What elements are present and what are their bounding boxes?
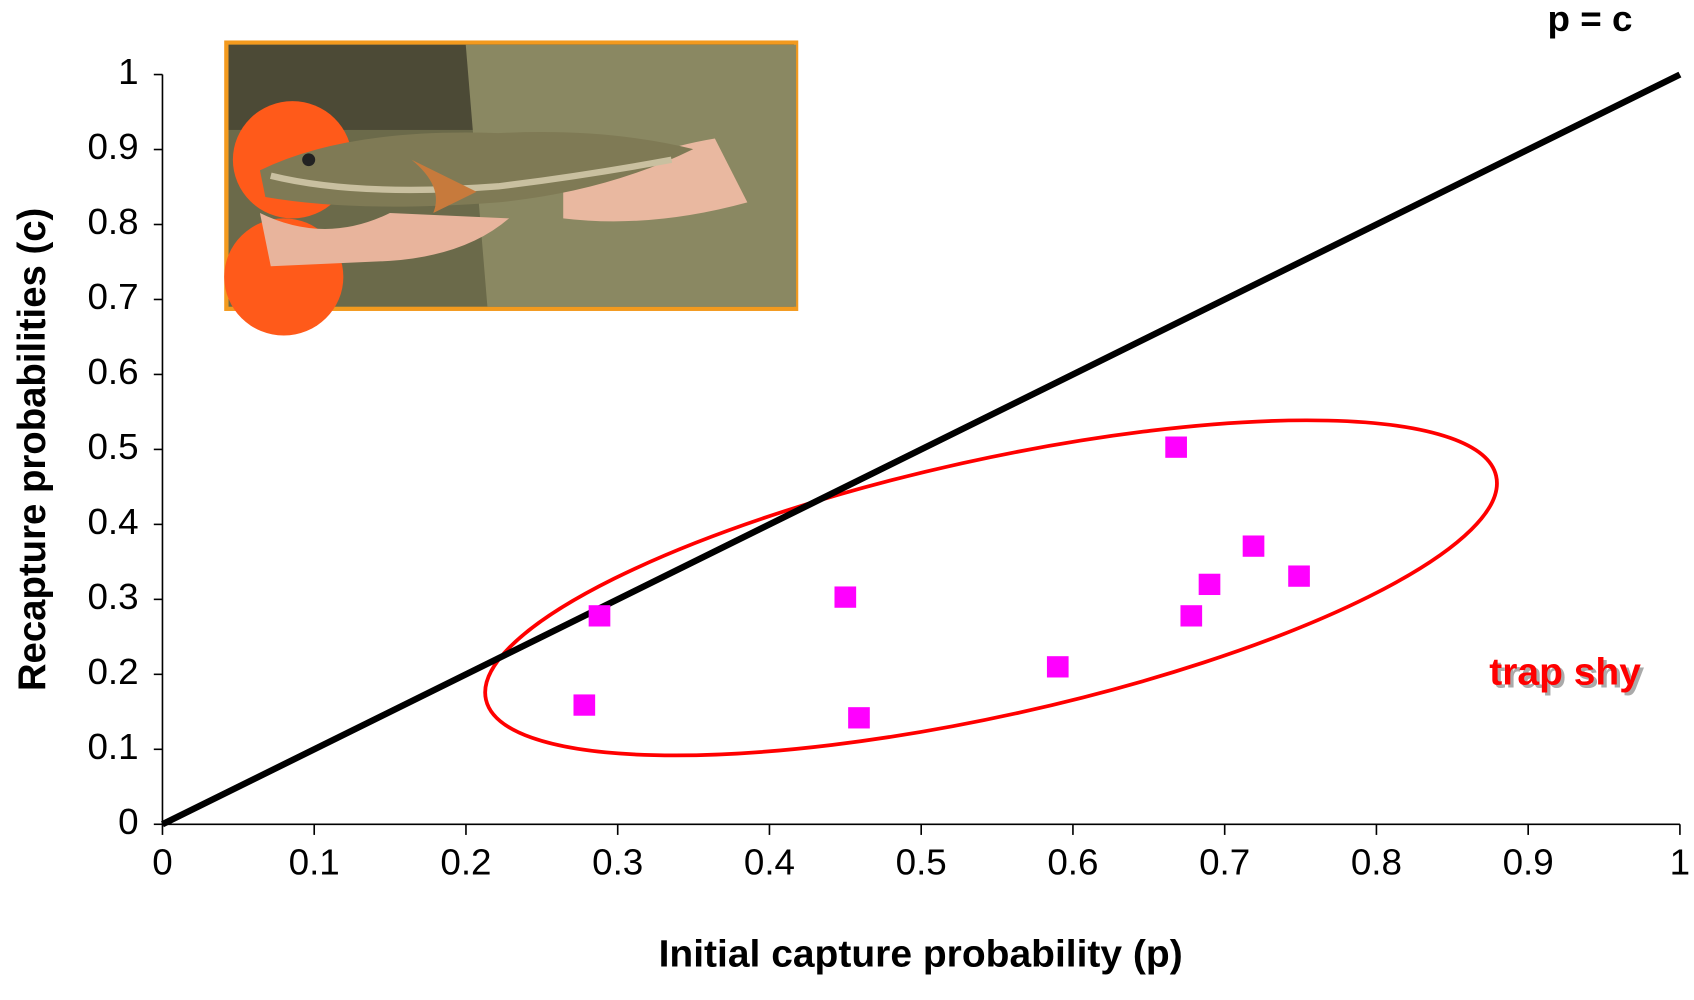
reference-label: p = c xyxy=(1548,0,1633,39)
page: {"chart_data": {"type": "scatter", "x_la… xyxy=(0,0,1694,1000)
x-tick-label: 0.9 xyxy=(1503,842,1554,883)
x-tick-label: 0.4 xyxy=(744,842,795,883)
y-tick-label: 0.6 xyxy=(87,351,138,392)
y-tick-label: 1 xyxy=(118,51,138,92)
y-tick-label: 0.5 xyxy=(87,426,138,467)
chart: Initial capture probability (p) Recaptur… xyxy=(0,0,1694,1000)
y-tick-label: 0.1 xyxy=(87,726,138,767)
x-tick-label: 0.7 xyxy=(1199,842,1250,883)
y-tick-label: 0.2 xyxy=(87,651,138,692)
point xyxy=(1165,437,1187,458)
y-tick-label: 0.9 xyxy=(87,126,138,167)
y-axis-title: Recapture probabilities (c) xyxy=(11,208,54,691)
y-tick-label: 0.7 xyxy=(87,276,138,317)
x-axis-title: Initial capture probability (p) xyxy=(659,933,1183,976)
y-tick-label: 0 xyxy=(118,801,138,842)
annotation: trap shy xyxy=(1489,651,1641,694)
x-tick-label: 0.3 xyxy=(592,842,643,883)
x-tick-label: 0.1 xyxy=(289,842,340,883)
point xyxy=(834,586,856,607)
x-tick-label: 0.5 xyxy=(896,842,947,883)
y-tick-label: 0.3 xyxy=(87,576,138,617)
point xyxy=(573,694,595,715)
cluster-ellipse xyxy=(457,351,1524,824)
y-tick-label: 0.8 xyxy=(87,201,138,242)
point xyxy=(589,605,611,626)
x-tick-label: 0.8 xyxy=(1351,842,1402,883)
point xyxy=(1047,656,1069,677)
photo xyxy=(224,43,796,336)
x-tick-label: 0.2 xyxy=(440,842,491,883)
x-tick-label: 1 xyxy=(1670,842,1690,883)
point xyxy=(1199,574,1221,595)
point xyxy=(1288,565,1310,586)
point xyxy=(1180,605,1202,626)
point xyxy=(1243,535,1265,556)
point xyxy=(848,707,870,728)
y-tick-label: 0.4 xyxy=(87,501,138,542)
x-tick-label: 0.6 xyxy=(1047,842,1098,883)
x-tick-label: 0 xyxy=(152,842,172,883)
